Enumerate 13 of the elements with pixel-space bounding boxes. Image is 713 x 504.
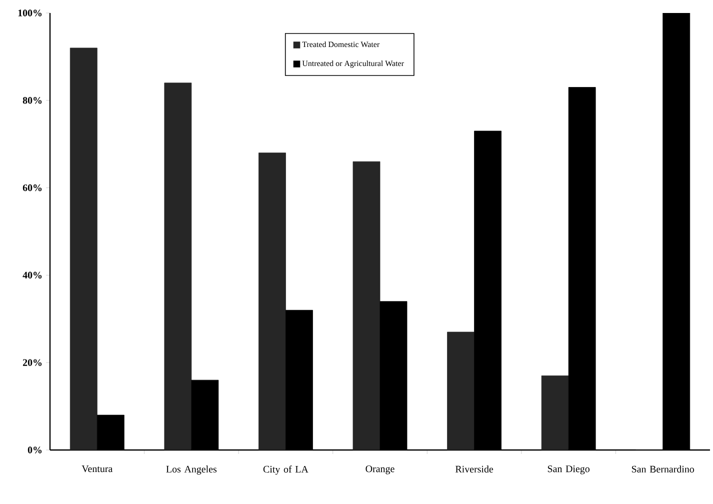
- x-tick-label: Ventura: [82, 465, 113, 472]
- y-tick-label: 40%: [22, 272, 42, 279]
- x-tick-label: San Diego: [548, 466, 590, 474]
- y-tick-label: 60%: [22, 184, 42, 192]
- x-tick-label: Riverside: [455, 465, 494, 473]
- x-tick-label: City of LA: [263, 466, 308, 475]
- x-tick-label: Los Angeles: [166, 465, 217, 475]
- y-tick-label: 20%: [22, 359, 42, 366]
- x-tick-label: Orange: [366, 466, 394, 474]
- y-tick-label: 0%: [28, 446, 42, 454]
- y-tick-label: 100%: [18, 10, 42, 16]
- x-tick-label: San Bernardino: [632, 465, 694, 473]
- y-tick-label: 80%: [22, 97, 42, 104]
